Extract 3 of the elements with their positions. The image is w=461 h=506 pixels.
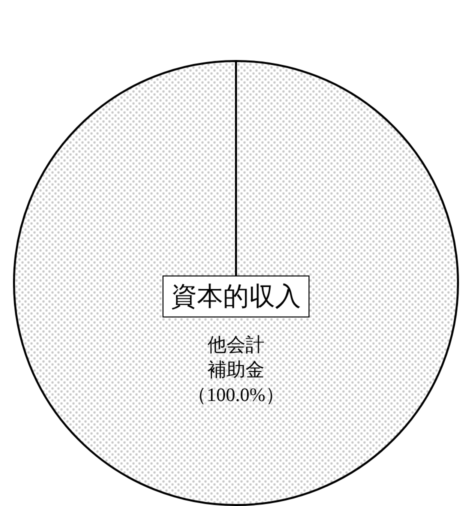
data-label: （100.0%） — [188, 385, 284, 406]
slice-label: 他会計補助金 — [208, 335, 264, 382]
text: 資本的収入 — [171, 282, 301, 311]
